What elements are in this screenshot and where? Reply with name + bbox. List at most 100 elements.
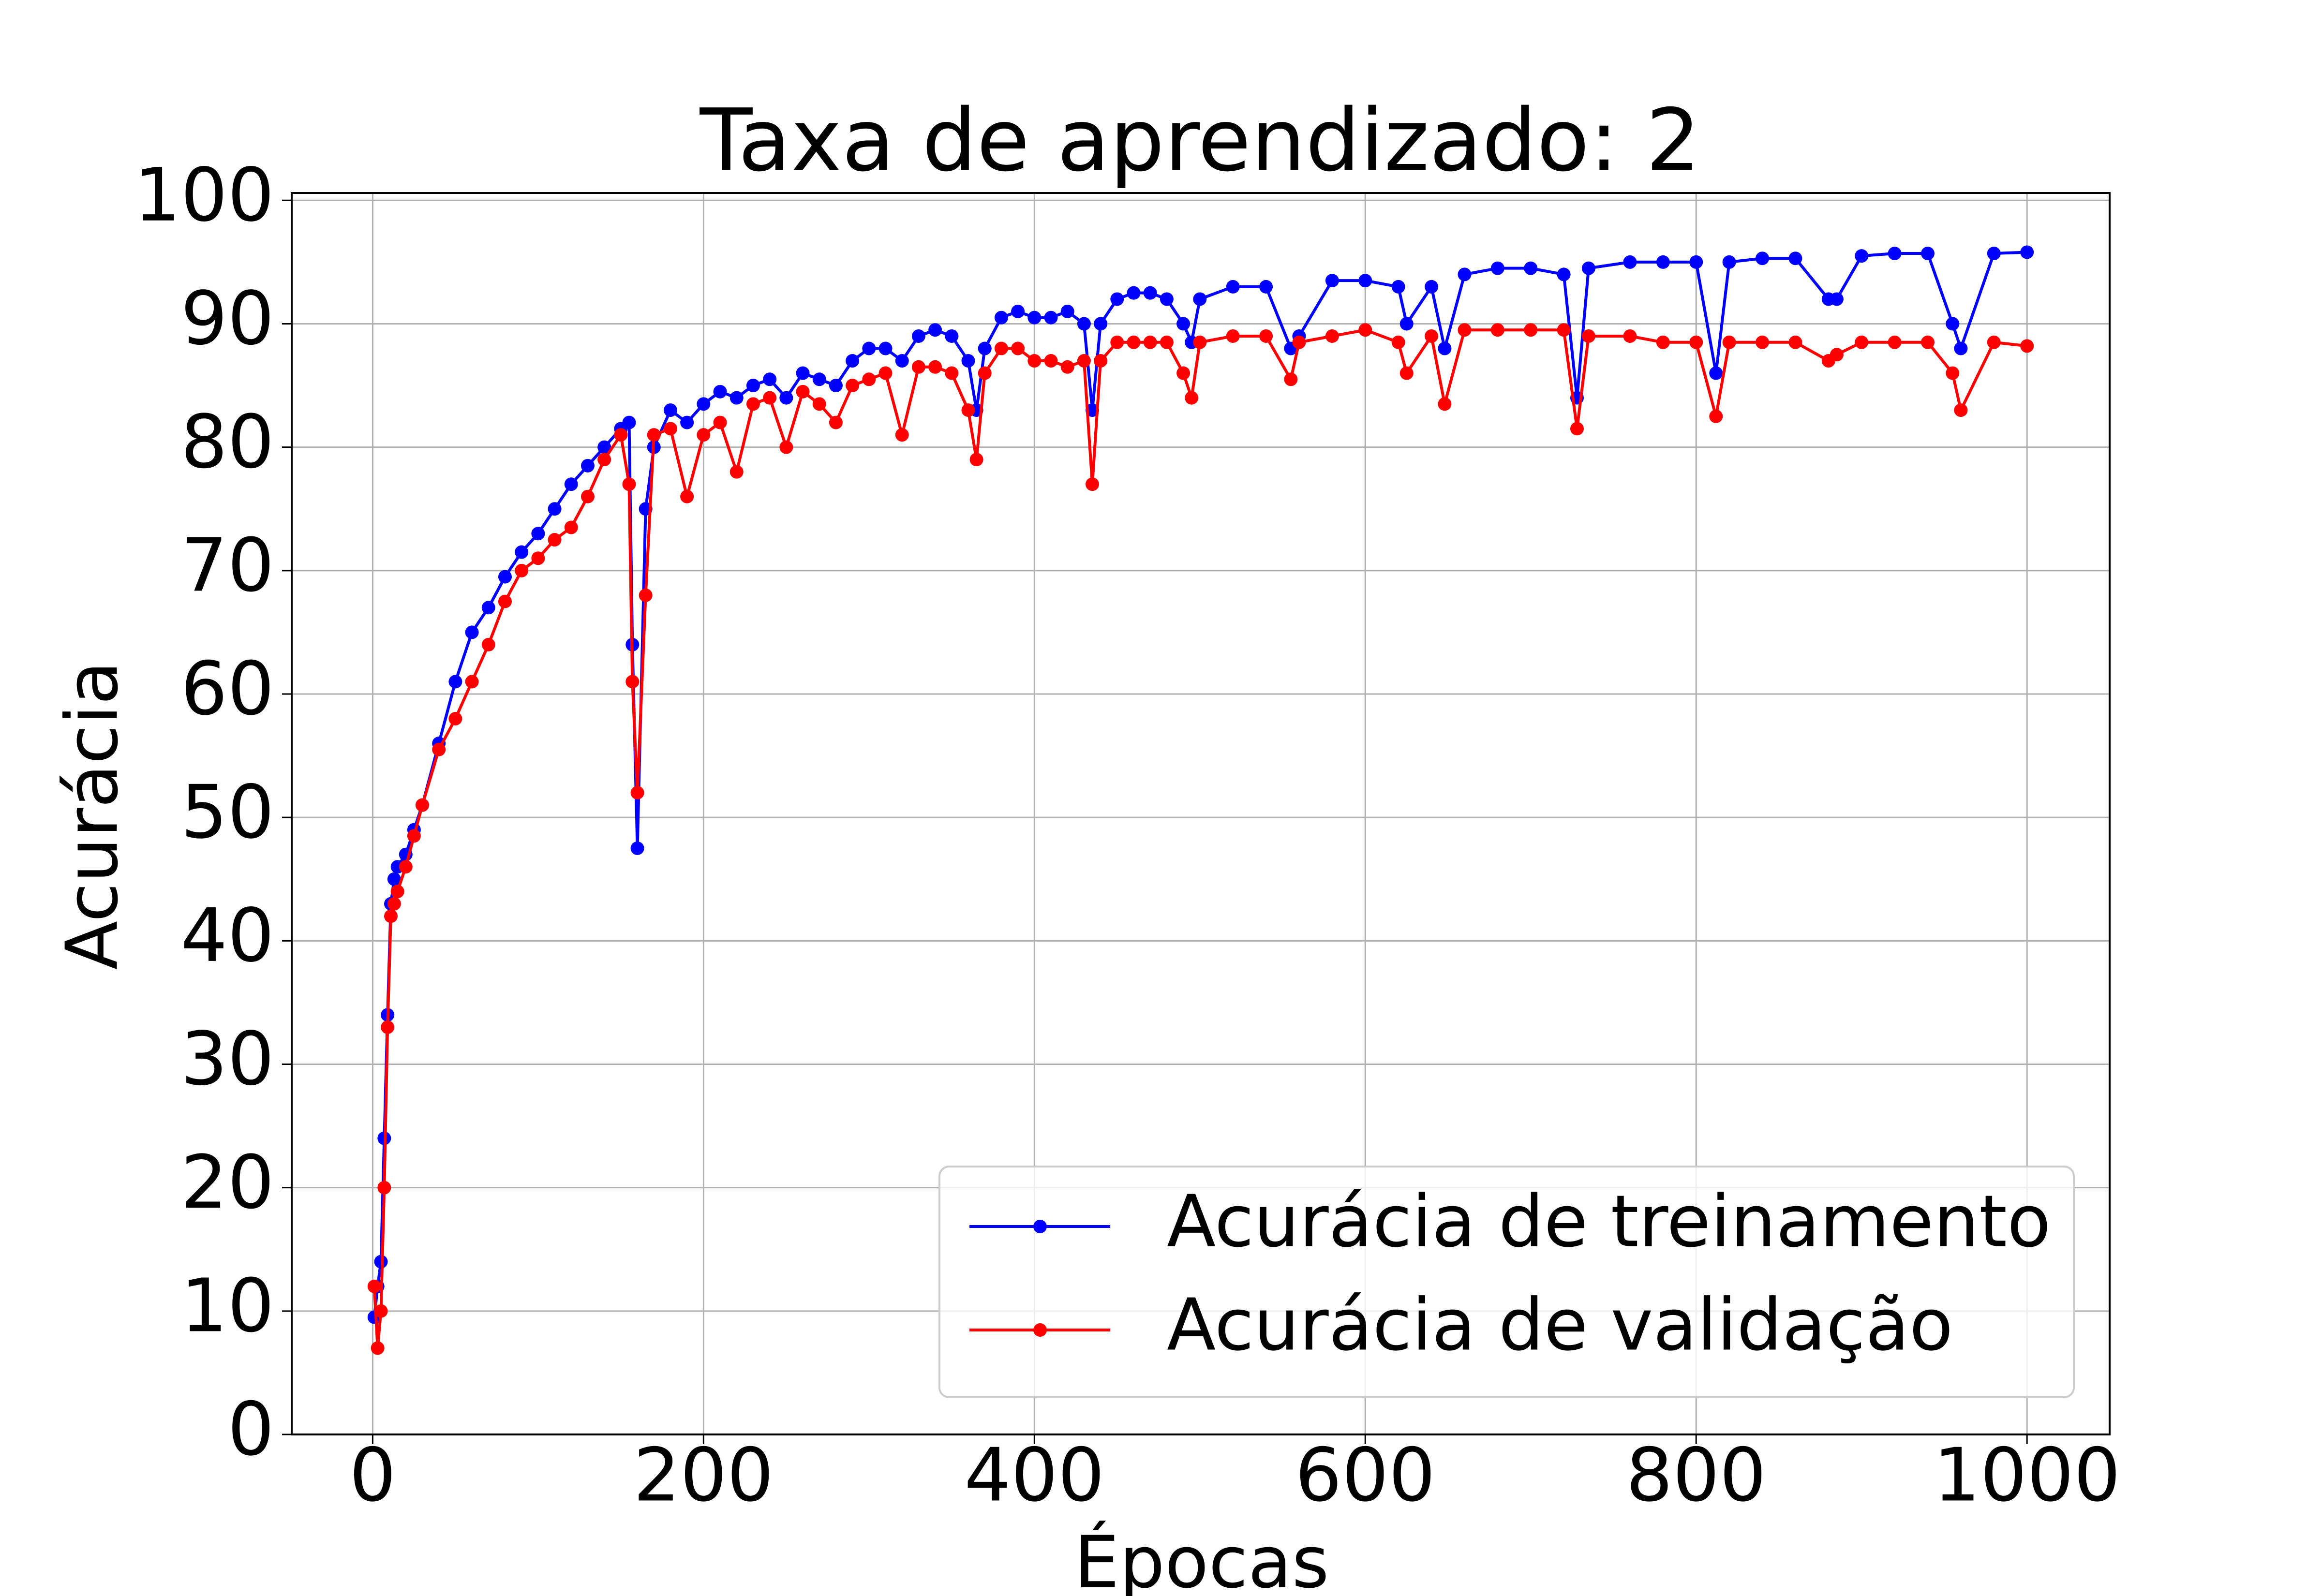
data-point [895, 354, 909, 368]
data-point [978, 341, 992, 355]
data-point [812, 372, 826, 386]
data-point [1888, 335, 1902, 349]
data-point [1060, 304, 1074, 318]
data-point [1656, 255, 1670, 269]
data-point [763, 372, 777, 386]
data-point [945, 329, 959, 343]
data-point [415, 798, 429, 812]
data-point [1581, 261, 1595, 275]
data-point [1011, 341, 1025, 355]
data-point [1143, 286, 1157, 300]
data-point [1756, 251, 1770, 266]
data-point [1623, 329, 1637, 343]
data-point [746, 379, 760, 393]
data-point [1524, 323, 1538, 337]
data-point [1830, 348, 1844, 362]
data-point [1027, 310, 1042, 325]
y-tick-label: 60 [181, 646, 274, 731]
data-point [1259, 329, 1273, 343]
data-point [663, 422, 677, 436]
data-point [697, 397, 711, 411]
plot-frame [291, 192, 2111, 1435]
data-point [432, 742, 446, 756]
data-point [1259, 280, 1273, 294]
y-axis-label: Acurácia [51, 661, 134, 970]
data-point [697, 428, 711, 442]
data-point [1946, 317, 1960, 331]
data-point [846, 379, 860, 393]
legend-box [938, 1166, 2075, 1398]
legend-marker [1033, 1323, 1047, 1337]
data-point [1954, 341, 1968, 355]
data-point [1557, 267, 1571, 281]
data-point [1788, 251, 1802, 266]
data-point [812, 397, 826, 411]
data-point [1987, 247, 2001, 261]
data-point [1920, 247, 1935, 261]
x-tick-label: 1000 [1934, 1433, 2121, 1518]
data-point [829, 415, 843, 429]
y-tick-label: 100 [134, 152, 274, 238]
data-point [580, 489, 595, 503]
y-tick-label: 0 [227, 1387, 274, 1472]
data-point [779, 391, 793, 405]
data-point [1391, 280, 1405, 294]
data-point [1656, 335, 1670, 349]
data-point [1399, 366, 1414, 380]
data-point [387, 872, 401, 886]
data-point [387, 897, 401, 911]
data-point [622, 415, 636, 429]
data-point [1524, 261, 1538, 275]
data-point [367, 1279, 381, 1293]
data-point [1127, 335, 1141, 349]
data-point [2020, 245, 2034, 259]
data-point [961, 403, 975, 417]
data-point [1756, 335, 1770, 349]
data-point [1830, 292, 1844, 306]
y-tick-label: 80 [181, 399, 274, 485]
data-point [1920, 335, 1935, 349]
y-tick-label: 90 [181, 276, 274, 361]
data-point [2020, 339, 2034, 353]
data-point [1160, 292, 1174, 306]
data-point [713, 384, 727, 399]
data-point [1094, 354, 1108, 368]
chart-title: Taxa de aprendizado: 2 [700, 90, 1701, 191]
data-point [911, 360, 925, 374]
data-point [1077, 354, 1091, 368]
data-point [597, 453, 611, 467]
data-point [390, 885, 404, 899]
data-point [829, 379, 843, 393]
data-point [878, 341, 893, 355]
data-point [1458, 323, 1472, 337]
y-tick-label: 40 [181, 893, 274, 978]
data-point [1722, 335, 1736, 349]
data-point [1193, 292, 1207, 306]
data-point [746, 397, 760, 411]
data-point [1946, 366, 1960, 380]
data-point [1193, 335, 1207, 349]
data-point [1226, 280, 1240, 294]
data-point [1027, 354, 1042, 368]
data-point [1438, 397, 1452, 411]
data-point [1176, 317, 1191, 331]
data-point [1143, 335, 1157, 349]
data-point [1623, 255, 1637, 269]
x-tick-label: 600 [1295, 1433, 1435, 1518]
data-point [1011, 304, 1025, 318]
data-point [548, 502, 562, 516]
data-point [448, 712, 462, 726]
data-point [1425, 280, 1439, 294]
data-point [1557, 323, 1571, 337]
data-point [647, 428, 661, 442]
data-point [763, 391, 777, 405]
data-point [630, 841, 644, 855]
data-point [1490, 261, 1504, 275]
data-point [1358, 323, 1372, 337]
data-point [580, 458, 595, 473]
data-point [911, 329, 925, 343]
data-point [1044, 354, 1058, 368]
data-point [465, 625, 479, 639]
data-point [407, 829, 421, 843]
